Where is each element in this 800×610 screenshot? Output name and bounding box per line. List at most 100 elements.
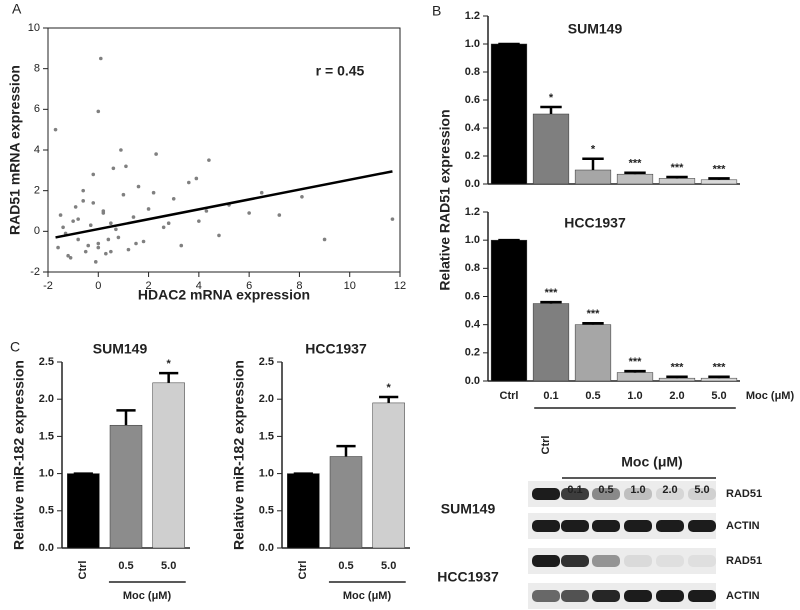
point [76,217,80,221]
x-tick-label: 12 [394,280,406,292]
chart-title: HCC1937 [564,215,626,231]
x-tick-label: 5.0 [381,560,396,572]
x-axis-label: Moc (μM) [343,590,392,602]
point [71,219,75,223]
panel-label: C [10,339,20,355]
panel-label: B [432,3,441,19]
blot-row: RAD51 [726,555,762,567]
x-tick-label: 0.5 [338,560,353,572]
blot-band [624,520,652,532]
bar [658,377,696,382]
blot-band [656,488,684,500]
blot-band [624,555,652,567]
point [88,223,93,228]
point [197,219,201,223]
point [109,249,113,254]
x-tick-label: Ctrl [500,390,519,402]
x-tick-label: 5.0 [161,560,176,572]
point [136,184,141,189]
x-tick-label: 0.5 [118,560,133,572]
y-tick-label: 2.5 [39,356,54,368]
x-tick-label: 0.5 [585,390,600,402]
x-tick-label: Ctrl [297,561,309,580]
point [114,227,118,232]
blot-band [592,555,620,567]
y-tick-label: 0.4 [465,319,481,331]
bar [658,178,696,185]
blot-dose: 1.0 [630,484,645,496]
significance: *** [545,287,559,299]
y-axis-label: RAD51 mRNA expression [7,65,23,235]
y-axis-label: Relative miR-182 expression [231,360,247,550]
point [134,241,138,246]
x-axis-label: HDAC2 mRNA expression [138,287,310,303]
point [81,199,85,203]
bar [329,456,363,549]
bar [532,303,570,382]
point [126,247,131,252]
y-tick-label: 0.6 [465,290,480,302]
significance: *** [671,362,685,374]
blot-band [561,555,589,567]
blot-band [592,590,620,602]
point [66,253,70,258]
x-axis-label: Moc (μM) [746,390,795,402]
y-tick-label: 2.0 [39,393,54,405]
point [101,211,106,215]
point [86,243,91,248]
y-tick-label: 2.5 [259,356,274,368]
fit-line [55,170,393,239]
point [204,209,209,213]
blot-dose: 5.0 [694,484,709,496]
point [390,217,395,221]
x-tick-label: -2 [43,280,53,292]
panel-label: A [12,1,22,17]
point [166,221,171,225]
point [106,237,111,242]
y-tick-label: 1.0 [39,468,54,480]
significance: *** [713,163,727,175]
point [161,225,166,230]
point [68,255,73,260]
blot-row: RAD51 [726,488,762,500]
point [83,249,88,254]
point [96,109,101,114]
y-axis-label: Relative RAD51 expression [437,109,453,290]
point [58,213,63,217]
x-tick-label: 0 [95,280,101,292]
bar [109,424,143,549]
bar [372,402,405,549]
chart-title: SUM149 [93,341,148,357]
y-tick-label: 0.2 [465,150,480,162]
y-tick-label: 1.5 [39,430,54,442]
bar [490,43,528,185]
point [154,152,158,156]
significance: * [387,382,392,394]
y-tick-label: 2.0 [259,393,274,405]
blot-title: Moc (μM) [621,454,682,470]
y-tick-label: 0.4 [465,122,481,134]
point [277,213,282,217]
point [121,192,126,197]
significance: *** [587,308,601,320]
y-tick-label: 0.5 [39,505,54,517]
y-tick-label: 1.0 [259,468,274,480]
significance: * [591,144,596,156]
point [91,201,96,205]
blot-row: ACTIN [726,520,760,532]
blot-band [592,520,620,532]
bar [287,473,320,549]
y-tick-label: 1.5 [259,430,274,442]
blot-band [688,520,716,532]
blot-band [532,555,560,567]
y-tick-label: 0 [34,225,40,237]
blot-band [561,590,589,602]
blot-dose: 0.1 [567,484,582,496]
y-tick-label: 0.5 [259,505,274,517]
cell-line: HCC1937 [437,569,499,585]
bar [490,239,528,382]
x-tick-label: Ctrl [77,561,89,580]
blot-band [624,488,652,500]
